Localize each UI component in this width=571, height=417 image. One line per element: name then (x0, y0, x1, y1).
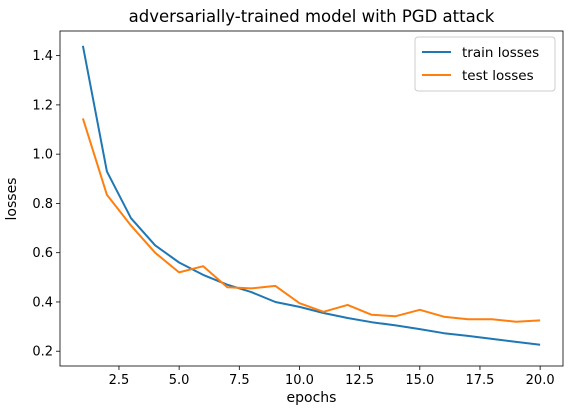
x-tick-label: 17.5 (465, 373, 494, 388)
x-tick-label: 7.5 (229, 373, 250, 388)
x-tick-label: 12.5 (345, 373, 374, 388)
tick-layer: 2.5 5.0 7.5 10.0 12.5 15.0 17.5 20.0 0.2 0.4 0.6 0.… (32, 49, 554, 388)
y-tick-label: 1.4 (32, 49, 53, 64)
y-tick-label: 1.0 (32, 148, 53, 163)
legend-label-train-losses: train losses (462, 45, 539, 61)
x-tick-label: 2.5 (109, 373, 130, 388)
x-tick-label: 5.0 (169, 373, 190, 388)
y-tick-label: 0.4 (32, 295, 53, 310)
y-tick-label: 0.6 (32, 246, 53, 261)
legend-box (414, 36, 556, 92)
x-tick-label: 10.0 (285, 373, 314, 388)
plot-area-frame (59, 30, 564, 367)
y-tick-label: 0.2 (32, 345, 53, 360)
y-tick-label: 0.8 (32, 197, 53, 212)
series-line-train-losses (81, 45, 541, 346)
x-tick-label: 15.0 (405, 373, 434, 388)
y-tick-label: 1.2 (32, 98, 53, 113)
x-axis-label: epochs (287, 390, 337, 406)
series-layer (81, 45, 541, 346)
y-axis-label: losses (4, 178, 20, 221)
x-tick-label: 20.0 (526, 373, 555, 388)
chart-title: adversarially-trained model with PGD att… (129, 7, 495, 26)
series-line-test-losses (81, 118, 541, 323)
legend: train losses test losses (414, 36, 556, 92)
legend-label-test-losses: test losses (462, 68, 534, 84)
